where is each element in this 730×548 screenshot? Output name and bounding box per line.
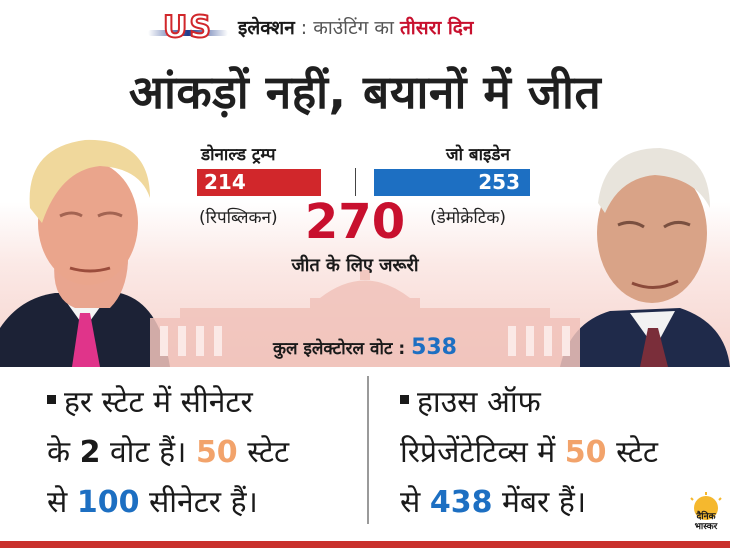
fact-right-text: मेंबर हैं।	[492, 485, 587, 520]
fact-left-text: स्टेट	[237, 435, 290, 470]
us-logo: US	[162, 9, 213, 46]
fact-left-states: 50	[195, 435, 238, 470]
fact-left-senators: 100	[76, 485, 140, 520]
total-value: 538	[411, 335, 457, 360]
biden-name: जो बाइडेन	[446, 145, 510, 165]
header-part-election: इलेक्शन	[238, 17, 295, 39]
header-separator: :	[294, 17, 314, 39]
biden-votes-bar: 253	[374, 169, 530, 196]
trump-votes-bar: 214	[197, 169, 321, 196]
brand-line1: दैनिक	[696, 512, 716, 522]
fact-left-votes: 2	[79, 435, 101, 470]
fact-right-line1: हाउस ऑफ	[417, 385, 541, 420]
infographic-top-panel: US इलेक्शन : काउंटिंग का तीसरा दिन आंकड़…	[0, 0, 730, 367]
fact-left-text: के	[47, 435, 80, 470]
total-electoral-votes: कुल इलेक्टोरल वोट : 538	[0, 335, 730, 360]
votes-needed-number: 270	[304, 194, 406, 250]
trump-party: (रिपब्लिकन)	[199, 208, 278, 228]
dainik-bhaskar-logo-icon	[690, 492, 722, 520]
trump-name: डोनाल्ड ट्रम्प	[201, 145, 276, 165]
center-divider	[355, 168, 356, 196]
fact-right-members: 438	[429, 485, 493, 520]
page-title: आंकड़ों नहीं, बयानों में जीत	[128, 65, 602, 119]
fact-left-line1: हर स्टेट में सीनेटर	[64, 385, 253, 420]
header-part-third-day: तीसरा दिन	[399, 17, 474, 39]
total-label: कुल इलेक्टोरल वोट :	[272, 339, 412, 359]
capitol-building-illustration	[150, 270, 580, 367]
facts-panel	[0, 367, 730, 548]
votes-needed-label: जीत के लिए जरूरी	[291, 255, 419, 276]
fact-right-text: रिप्रेजेंटेटिव्स में	[400, 435, 565, 470]
bullet-icon	[400, 395, 409, 404]
fact-house: हाउस ऑफ रिप्रेजेंटेटिव्स में 50 स्टेट से…	[400, 378, 725, 528]
fact-right-text: से	[400, 485, 430, 520]
bullet-icon	[47, 395, 56, 404]
fact-right-text: स्टेट	[606, 435, 658, 470]
header-part-counting: काउंटिंग का	[313, 17, 400, 39]
brand-logo-text: दैनिक भास्कर	[686, 512, 726, 532]
biden-party: (डेमोक्रेटिक)	[430, 208, 507, 228]
fact-left-text: वोट हैं।	[100, 435, 196, 470]
bottom-rule	[0, 541, 730, 548]
biden-portrait	[560, 148, 730, 367]
header-title: इलेक्शन : काउंटिंग का तीसरा दिन	[238, 14, 473, 40]
fact-left-text: से	[47, 485, 77, 520]
brand-line2: भास्कर	[694, 522, 718, 532]
fact-right-states: 50	[564, 435, 607, 470]
fact-left-text: सीनेटर हैं।	[139, 485, 258, 520]
trump-portrait	[0, 139, 170, 367]
us-logo-swoosh	[148, 30, 228, 36]
facts-divider	[367, 376, 369, 524]
header-strip: US इलेक्शन : काउंटिंग का तीसरा दिन	[0, 9, 730, 46]
fact-senate: हर स्टेट में सीनेटर के 2 वोट हैं। 50 स्ट…	[47, 378, 362, 528]
